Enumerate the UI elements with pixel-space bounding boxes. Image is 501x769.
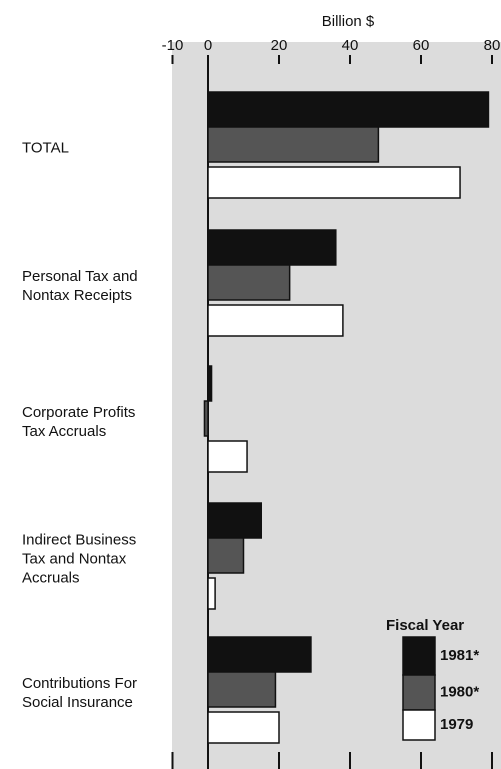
bar	[207, 304, 344, 337]
bar	[203, 400, 209, 437]
legend-swatch	[402, 709, 436, 741]
legend-label: 1979	[440, 716, 473, 733]
bar	[207, 91, 490, 128]
bar	[207, 264, 291, 301]
x-tick-label: -10	[162, 37, 184, 54]
bar	[207, 537, 245, 574]
legend-label: 1980*	[440, 683, 479, 700]
bar	[207, 229, 337, 266]
axis-title: Billion $	[322, 13, 375, 30]
bar	[207, 126, 380, 163]
legend-title: Fiscal Year	[386, 617, 464, 634]
bar	[207, 577, 216, 610]
bar	[207, 711, 280, 744]
category-label: Contributions For Social Insurance	[22, 675, 138, 711]
x-tick-label: 20	[271, 37, 288, 54]
x-tick-label: 80	[484, 37, 501, 54]
bar	[207, 671, 277, 708]
category-label: Indirect Business Tax and Nontax Accrual…	[22, 531, 137, 587]
category-label: TOTAL	[22, 139, 69, 157]
bar	[207, 166, 461, 199]
x-tick-label: 40	[342, 37, 359, 54]
bar	[207, 502, 262, 539]
x-tick-label: 0	[204, 37, 212, 54]
legend-swatch	[402, 636, 436, 676]
bar	[207, 440, 248, 473]
bar	[207, 636, 312, 673]
category-label: Personal Tax and Nontax Receipts	[22, 268, 138, 304]
bar	[207, 365, 213, 402]
legend-label: 1981*	[440, 647, 479, 664]
x-tick-label: 60	[413, 37, 430, 54]
legend-swatch	[402, 674, 436, 711]
category-label: Corporate Profits Tax Accruals	[22, 404, 136, 440]
